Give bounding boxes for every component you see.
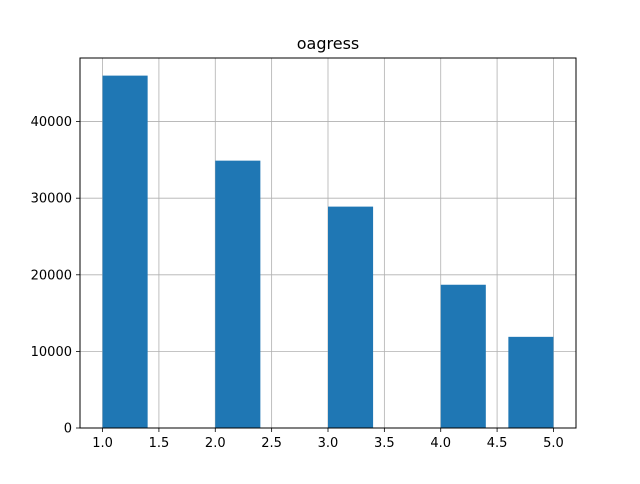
x-tick-label: 5.0 xyxy=(543,436,564,451)
bars xyxy=(102,75,554,429)
histogram-bar xyxy=(440,284,486,428)
y-axis: 0 10000 20000 30000 40000 xyxy=(31,115,80,437)
y-tick-label: 20000 xyxy=(31,268,72,283)
x-tick-label: 2.5 xyxy=(261,436,282,451)
y-tick-label: 30000 xyxy=(31,192,72,207)
chart-title: oagress xyxy=(297,34,360,53)
x-tick-label: 4.5 xyxy=(487,436,508,451)
histogram-bar xyxy=(215,160,261,429)
y-tick-label: 0 xyxy=(64,422,72,437)
x-tick-label: 2.0 xyxy=(205,436,226,451)
x-tick-label: 1.5 xyxy=(149,436,170,451)
x-axis: 1.0 1.5 2.0 2.5 3.0 3.5 4.0 4.5 5.0 xyxy=(92,428,564,451)
x-tick-label: 4.0 xyxy=(430,436,451,451)
x-tick-label: 3.0 xyxy=(318,436,339,451)
x-tick-label: 1.0 xyxy=(92,436,113,451)
histogram-bar xyxy=(328,206,374,428)
y-tick-label: 10000 xyxy=(31,345,72,360)
histogram-bar xyxy=(508,336,554,428)
y-tick-label: 40000 xyxy=(31,115,72,130)
histogram-bar xyxy=(102,75,148,428)
x-tick-label: 3.5 xyxy=(374,436,395,451)
